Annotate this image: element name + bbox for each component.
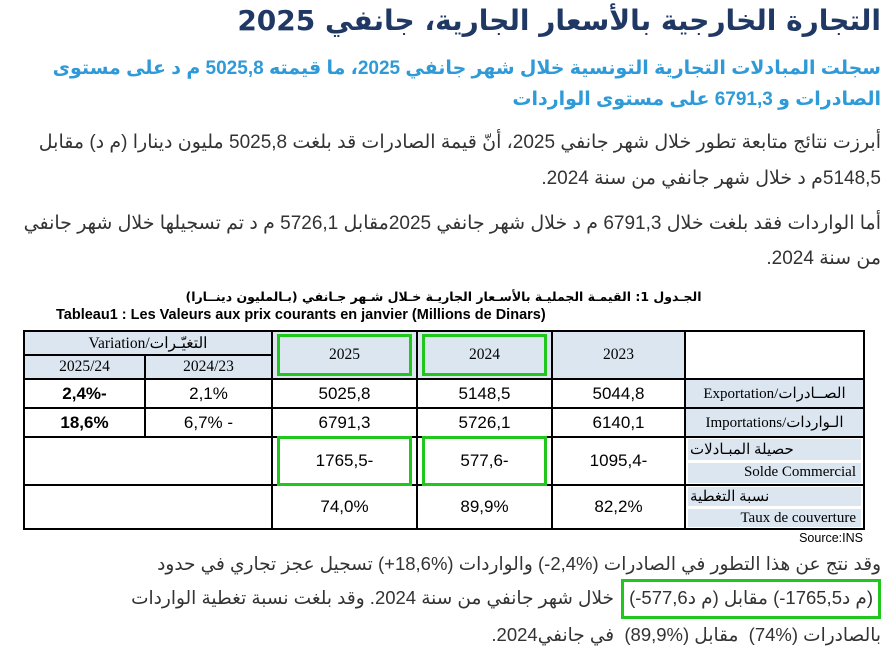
row-importations: 18,6% 6,7% - 6791,3 5726,1 6140,1 الـوار… bbox=[23, 407, 865, 439]
taux-value-2024: 89,9% bbox=[416, 484, 553, 531]
highlighted-deficit-values: ⁦(-1765,5م د)⁩ مقابل ⁦(-577,6م د)⁩ bbox=[621, 579, 881, 619]
taux-value-2023: 82,2% bbox=[551, 484, 686, 531]
export-value-2025: 5025,8 bbox=[271, 378, 418, 410]
solde-label-arabic: حصيلة المبـادلات bbox=[688, 439, 861, 460]
solde-value-2024: 577,6- bbox=[416, 436, 553, 488]
header-variation: التغيّـرات/Variation bbox=[23, 330, 273, 357]
header-year-2023: 2023 bbox=[551, 330, 686, 381]
taux-label-arabic: نسبة التغطية bbox=[688, 487, 861, 507]
export-variation-2024-23: 2,1% bbox=[144, 378, 273, 410]
table-source: Source:INS bbox=[799, 531, 863, 546]
solde-label-french: Solde Commercial bbox=[688, 462, 861, 484]
table-header-row-1: التغيّـرات/Variation 2025 2024 2023 bbox=[23, 330, 865, 381]
closing-line-1: وقد نتج عن هذا التطور في الصادرات ⁦(-2,4… bbox=[157, 553, 881, 575]
header-empty-cell bbox=[684, 330, 865, 381]
closing-line-3: بالصادرات ⁦(74%)⁩ مقابل ⁦(89,9%)⁩ في جان… bbox=[491, 623, 881, 645]
closing-paragraph: وقد نتج عن هذا التطور في الصادرات ⁦(-2,4… bbox=[6, 548, 881, 650]
page-title: التجارة الخارجية بالأسعار الجارية، جانفي… bbox=[237, 4, 881, 37]
import-value-2024: 5726,1 bbox=[416, 407, 553, 439]
table-caption-french: Tableau1 : Les Valeurs aux prix courants… bbox=[56, 307, 546, 324]
table-header-row-2: 2025/24 2024/23 bbox=[23, 354, 864, 381]
export-value-2023: 5044,8 bbox=[551, 378, 686, 410]
export-variation-2025-24: 2,4%- bbox=[23, 378, 146, 410]
import-value-2025: 6791,3 bbox=[271, 407, 418, 439]
row-label-taux: نسبة التغطية Taux de couverture bbox=[684, 484, 865, 531]
table-caption-arabic: الجـدول 1: القيمـة الجمليـة بالأسـعار ال… bbox=[185, 289, 702, 305]
taux-value-2025: 74,0% bbox=[271, 484, 418, 531]
trade-table-container: التغيّـرات/Variation 2025 2024 2023 2025… bbox=[23, 330, 865, 546]
header-variation-2024-23: 2024/23 bbox=[144, 354, 273, 381]
taux-empty-cell bbox=[23, 484, 273, 531]
header-variation-2025-24: 2025/24 bbox=[23, 354, 146, 381]
row-taux-couverture: 74,0% 89,9% 82,2% نسبة التغطية Taux de c… bbox=[23, 484, 865, 531]
header-year-2024: 2024 bbox=[416, 330, 553, 381]
taux-label-french: Taux de couverture bbox=[688, 509, 861, 528]
solde-empty-cell bbox=[23, 436, 273, 487]
row-label-exportation: الصــادرات/Exportation bbox=[684, 378, 865, 410]
header-year-2025: 2025 bbox=[271, 330, 418, 381]
import-value-2023: 6140,1 bbox=[551, 407, 686, 439]
solde-value-2023: 1095,4- bbox=[551, 436, 686, 487]
row-label-solde: حصيلة المبـادلات Solde Commercial bbox=[684, 436, 865, 487]
closing-line-2: ⁦(-1765,5م د)⁩ مقابل ⁦(-577,6م د)⁩ خلال … bbox=[6, 579, 881, 619]
import-variation-2024-23: 6,7% - bbox=[144, 407, 273, 439]
paragraph-imports: أما الواردات فقد بلغت خلال 6791,3 م د خل… bbox=[23, 212, 881, 269]
export-value-2024: 5148,5 bbox=[416, 378, 553, 410]
row-solde-commercial: 1765,5- 577,6- 1095,4- حصيلة المبـادلات … bbox=[23, 436, 865, 488]
closing-line-2-rest: خلال شهر جانفي من سنة 2024. وقد بلغت نسب… bbox=[131, 587, 620, 609]
row-exportation: 2,4%- 2,1% 5025,8 5148,5 5044,8 الصــادر… bbox=[23, 378, 865, 410]
import-variation-2025-24: 18,6% bbox=[23, 407, 146, 439]
paragraph-exports: أبرزت نتائج متابعة تطور خلال شهر جانفي 2… bbox=[38, 132, 881, 189]
row-label-importations: الـواردات/Importations bbox=[684, 407, 865, 439]
solde-value-2025: 1765,5- bbox=[271, 436, 418, 488]
trade-values-table: التغيّـرات/Variation 2025 2024 2023 2025… bbox=[23, 330, 865, 531]
lead-summary: سجلت المبادلات التجارية التونسية خلال شه… bbox=[52, 57, 881, 111]
